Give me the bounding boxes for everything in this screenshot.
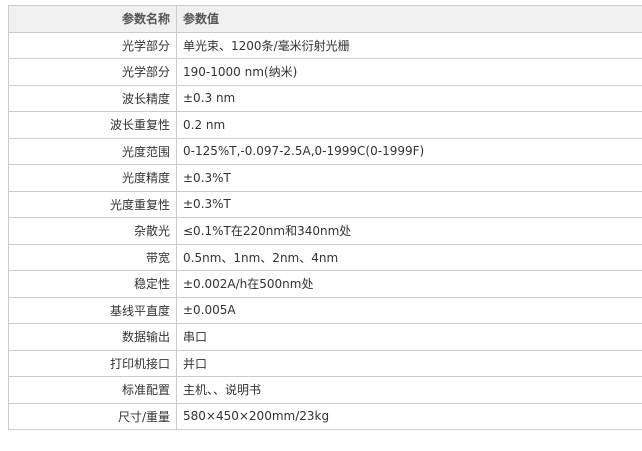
param-value: ±0.005A	[176, 296, 642, 324]
table-row: 基线平直度 ±0.005A	[8, 296, 642, 324]
param-name: 杂散光	[8, 217, 177, 245]
param-value: 580×450×200mm/23kg	[176, 402, 642, 430]
table-row: 光度范围 0-125%T,-0.097-2.5A,0-1999C(0-1999F)	[8, 137, 642, 165]
param-value: 并口	[176, 349, 642, 377]
param-value: 190-1000 nm(纳米)	[176, 58, 642, 86]
table-row: 光学部分 单光束、1200条/毫米衍射光栅	[8, 31, 642, 59]
param-value: ±0.3 nm	[176, 84, 642, 112]
table-row: 光度重复性 ±0.3%T	[8, 190, 642, 218]
table-row: 数据输出 串口	[8, 323, 642, 351]
param-value: 0-125%T,-0.097-2.5A,0-1999C(0-1999F)	[176, 137, 642, 165]
param-name: 光度精度	[8, 164, 177, 192]
param-name: 光度重复性	[8, 190, 177, 218]
param-name: 数据输出	[8, 323, 177, 351]
param-name: 基线平直度	[8, 296, 177, 324]
param-value: 0.2 nm	[176, 111, 642, 139]
spec-table: 参数名称 参数值 光学部分 单光束、1200条/毫米衍射光栅 光学部分 190-100…	[8, 5, 642, 430]
param-name: 标准配置	[8, 376, 177, 404]
param-name: 打印机接口	[8, 349, 177, 377]
param-value: 单光束、1200条/毫米衍射光栅	[176, 31, 642, 59]
table-row: 打印机接口 并口	[8, 349, 642, 377]
param-value: ≤0.1%T在220nm和340nm处	[176, 217, 642, 245]
header-name: 参数名称	[8, 5, 177, 33]
param-value: ±0.3%T	[176, 164, 642, 192]
table-row: 尺寸/重量 580×450×200mm/23kg	[8, 402, 642, 430]
table-row: 波长精度 ±0.3 nm	[8, 84, 642, 112]
table-row: 光度精度 ±0.3%T	[8, 164, 642, 192]
header-value: 参数值	[176, 5, 642, 33]
param-value: ±0.002A/h在500nm处	[176, 270, 642, 298]
table-row: 稳定性 ±0.002A/h在500nm处	[8, 270, 642, 298]
table-row: 光学部分 190-1000 nm(纳米)	[8, 58, 642, 86]
param-name: 波长重复性	[8, 111, 177, 139]
param-name: 尺寸/重量	[8, 402, 177, 430]
table-row: 波长重复性 0.2 nm	[8, 111, 642, 139]
table-row: 带宽 0.5nm、1nm、2nm、4nm	[8, 243, 642, 271]
param-value: ±0.3%T	[176, 190, 642, 218]
param-name: 稳定性	[8, 270, 177, 298]
table-row: 杂散光 ≤0.1%T在220nm和340nm处	[8, 217, 642, 245]
table-row: 标准配置 主机、、说明书	[8, 376, 642, 404]
param-value: 主机、、说明书	[176, 376, 642, 404]
param-name: 带宽	[8, 243, 177, 271]
param-value: 0.5nm、1nm、2nm、4nm	[176, 243, 642, 271]
param-name: 光学部分	[8, 58, 177, 86]
param-name: 光学部分	[8, 31, 177, 59]
param-name: 光度范围	[8, 137, 177, 165]
table-header: 参数名称 参数值	[8, 5, 642, 33]
param-value: 串口	[176, 323, 642, 351]
param-name: 波长精度	[8, 84, 177, 112]
